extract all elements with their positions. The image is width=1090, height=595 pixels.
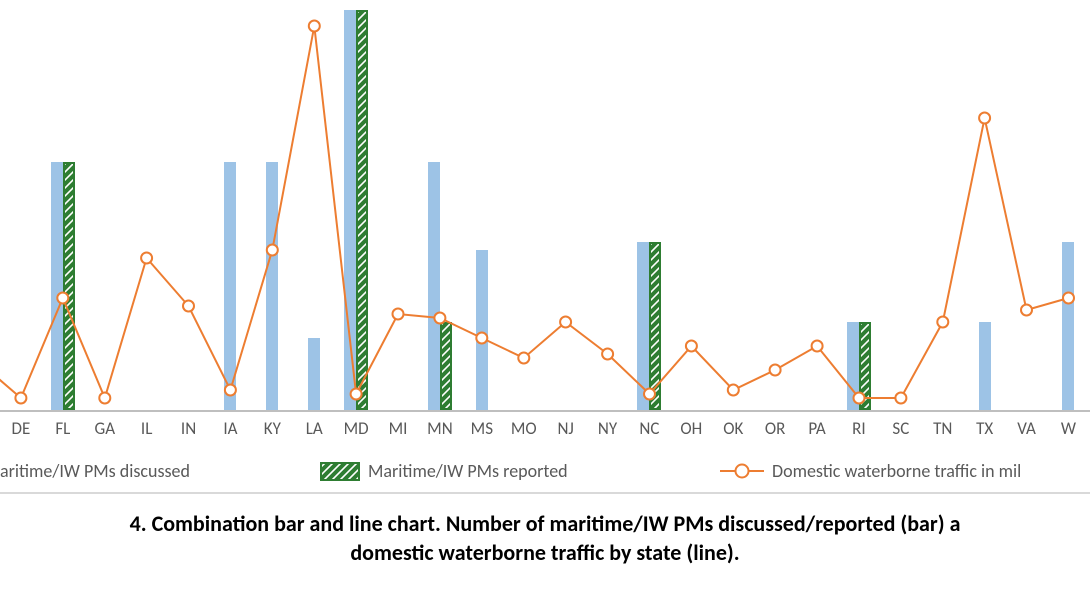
- line-series: [0, 10, 1090, 410]
- line-marker: [476, 333, 487, 344]
- x-tick-label: NY: [598, 418, 617, 439]
- x-tick-label: SC: [892, 418, 909, 439]
- figure-caption: 4. Combination bar and line chart. Numbe…: [0, 510, 1090, 567]
- line-marker: [770, 365, 781, 376]
- line-marker: [15, 393, 26, 404]
- x-tick-label: DE: [12, 418, 31, 439]
- line-marker: [225, 385, 236, 396]
- legend-label: Domestic waterborne traffic in mil: [772, 460, 1021, 482]
- legend-label: Maritime/IW PMs reported: [368, 460, 568, 482]
- caption-line-1: 4. Combination bar and line chart. Numbe…: [130, 510, 961, 537]
- legend-item-traffic: Domestic waterborne traffic in mil: [720, 460, 1021, 482]
- legend: aritime/IW PMs discussed Maritime/IW PMs…: [0, 456, 1090, 494]
- line-marker: [351, 389, 362, 400]
- x-tick-label: OH: [680, 418, 702, 439]
- x-tick-label: VA: [1017, 418, 1036, 439]
- line-marker: [57, 293, 68, 304]
- x-tick-label: MO: [511, 418, 537, 439]
- line-marker: [728, 385, 739, 396]
- line-marker: [393, 309, 404, 320]
- caption-line-2: domestic waterborne traffic by state (li…: [350, 539, 739, 566]
- x-axis-labels: DE FL GA IL IN IA KY LA MD MI MN MS MO NJ NY NC OH OK OR PA…: [0, 418, 1090, 448]
- legend-item-discussed: aritime/IW PMs discussed: [0, 460, 190, 482]
- line-marker: [183, 301, 194, 312]
- x-tick-label: IN: [181, 418, 196, 439]
- x-tick-label: MN: [427, 418, 453, 439]
- line-marker: [895, 393, 906, 404]
- legend-label: aritime/IW PMs discussed: [0, 460, 190, 482]
- line-marker: [812, 341, 823, 352]
- legend-swatch-hatched: [320, 462, 360, 481]
- x-tick-label: IA: [223, 418, 237, 439]
- x-tick-label: KY: [264, 418, 281, 439]
- line-marker: [644, 389, 655, 400]
- x-tick-label: OR: [765, 418, 786, 439]
- line-marker: [434, 313, 445, 324]
- line-marker: [518, 353, 529, 364]
- line-marker: [560, 317, 571, 328]
- legend-item-reported: Maritime/IW PMs reported: [320, 460, 568, 482]
- line-marker: [854, 393, 865, 404]
- line-marker: [141, 253, 152, 264]
- line-marker: [937, 317, 948, 328]
- x-tick-label: PA: [808, 418, 825, 439]
- x-tick-label: MD: [344, 418, 369, 439]
- x-tick-label: IL: [141, 418, 152, 439]
- plot-area: [0, 10, 1090, 412]
- x-tick-label: W: [1061, 418, 1076, 439]
- line-marker: [99, 393, 110, 404]
- line-marker: [686, 341, 697, 352]
- x-tick-label: TX: [976, 418, 993, 439]
- line-marker: [602, 349, 613, 360]
- x-tick-label: RI: [852, 418, 866, 439]
- x-tick-label: NJ: [557, 418, 573, 439]
- line-marker: [267, 245, 278, 256]
- x-tick-label: NC: [639, 418, 659, 439]
- legend-swatch-line: [720, 463, 764, 479]
- line-marker: [979, 113, 990, 124]
- x-tick-label: GA: [94, 418, 115, 439]
- line-marker: [1063, 293, 1074, 304]
- x-tick-label: LA: [306, 418, 323, 439]
- line-marker: [1021, 305, 1032, 316]
- x-tick-label: TN: [933, 418, 952, 439]
- x-tick-label: MI: [389, 418, 408, 439]
- x-tick-label: OK: [723, 418, 743, 439]
- line-marker: [309, 21, 320, 32]
- x-tick-label: FL: [55, 418, 70, 439]
- chart-container: DE FL GA IL IN IA KY LA MD MI MN MS MO NJ NY NC OH OK OR PA…: [0, 0, 1090, 595]
- x-tick-label: MS: [471, 418, 493, 439]
